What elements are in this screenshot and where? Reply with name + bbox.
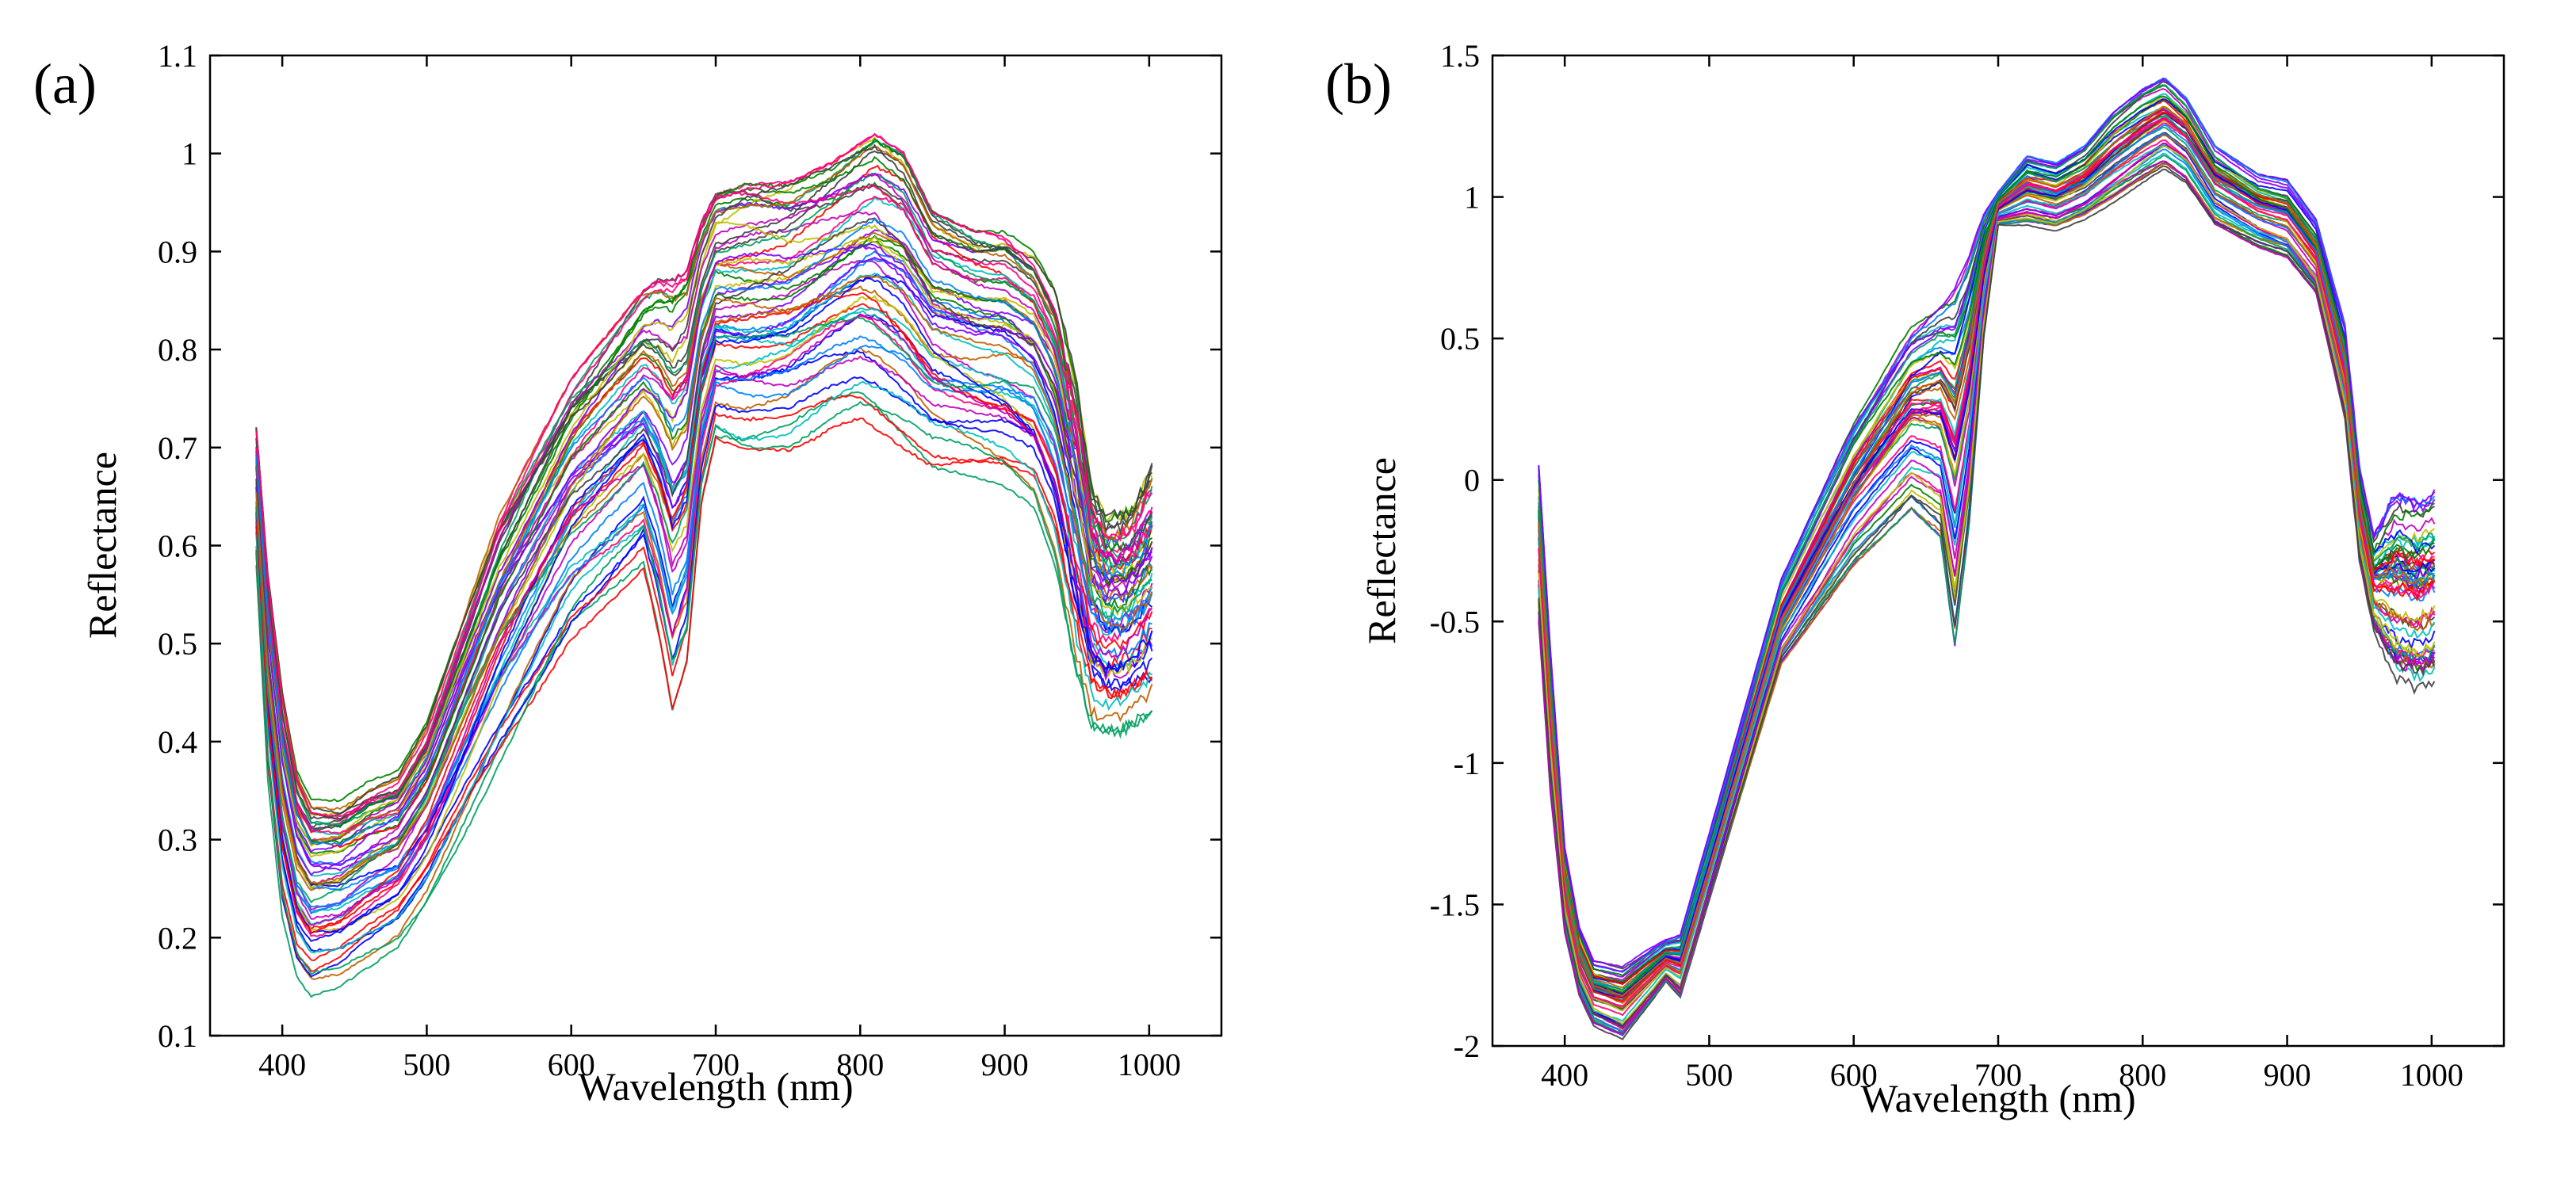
spectrum-line bbox=[255, 172, 1153, 826]
panel-b-x-axis-label: Wavelength (nm) bbox=[1860, 1076, 2135, 1120]
y-tick-label: 1 bbox=[1464, 180, 1480, 216]
panel-label-b: (b) bbox=[1325, 52, 1392, 116]
x-tick-label: 900 bbox=[2264, 1057, 2311, 1093]
y-tick-label: 0.8 bbox=[158, 332, 197, 368]
spectrum-line bbox=[1538, 112, 2436, 995]
spectrum-line bbox=[255, 257, 1153, 867]
y-tick-label: 0.5 bbox=[1440, 321, 1480, 357]
spectrum-line bbox=[255, 229, 1153, 872]
spectrum-line bbox=[255, 221, 1153, 847]
spectrum-line bbox=[1538, 78, 2436, 973]
spectrum-line bbox=[1538, 144, 2436, 1022]
y-tick-label: 0.4 bbox=[158, 724, 197, 760]
spectrum-line bbox=[255, 143, 1153, 820]
x-tick-label: 400 bbox=[258, 1047, 306, 1082]
y-tick-label: 1 bbox=[182, 136, 197, 172]
spectrum-line bbox=[1538, 84, 2436, 990]
y-tick-label: 0.2 bbox=[158, 920, 197, 956]
y-tick-label: 0.6 bbox=[158, 529, 197, 564]
spectrum-line bbox=[255, 376, 1153, 942]
spectrum-line bbox=[255, 217, 1153, 846]
spectrum-line bbox=[255, 295, 1153, 932]
spectrum-line bbox=[255, 315, 1152, 937]
x-tick-label: 700 bbox=[692, 1047, 740, 1082]
y-tick-label: -1.5 bbox=[1430, 887, 1480, 922]
spectrum-line bbox=[1538, 160, 2436, 1036]
spectrum-line bbox=[255, 139, 1152, 820]
spectrum-line bbox=[255, 395, 1152, 972]
spectrum-line bbox=[255, 391, 1153, 998]
spectrum-line bbox=[255, 313, 1153, 952]
spectrum-line bbox=[255, 136, 1153, 816]
spectrum-line bbox=[255, 292, 1153, 934]
x-tick-label: 400 bbox=[1541, 1057, 1588, 1093]
y-tick-label: 0.3 bbox=[158, 823, 197, 858]
spectrum-line bbox=[255, 235, 1153, 845]
panel-b-y-ticks: -2 -1.5 -1 -0.5 0 0.5 1 1.5 bbox=[1430, 38, 2504, 1064]
panel-a: (a) 400 500 600 700 800 900 1000 0.10.20.30.40… bbox=[33, 38, 1223, 1109]
y-tick-label: 1.1 bbox=[158, 38, 197, 74]
spectrum-line bbox=[255, 239, 1152, 858]
panel-b-series-lines bbox=[1538, 77, 2436, 1040]
spectrum-line bbox=[255, 400, 1153, 975]
spectrum-line bbox=[255, 313, 1153, 920]
y-tick-label: 0 bbox=[1464, 463, 1480, 498]
x-tick-label: 800 bbox=[836, 1047, 884, 1082]
y-tick-label: -1 bbox=[1454, 746, 1480, 781]
spectrum-line bbox=[255, 146, 1153, 811]
x-tick-label: 900 bbox=[981, 1047, 1029, 1082]
spectrum-line bbox=[1538, 106, 2436, 997]
spectrum-line bbox=[255, 244, 1153, 876]
x-tick-label: 1000 bbox=[1118, 1047, 1181, 1082]
x-tick-label: 600 bbox=[548, 1047, 595, 1082]
y-tick-label: -2 bbox=[1454, 1029, 1480, 1064]
panel-b: (b) 400 500 600 700 800 900 1000 -2 -1.5 -1 -0.5 0… bbox=[1325, 38, 2505, 1120]
spectrum-line bbox=[255, 133, 1153, 818]
panel-a-y-ticks: 0.1 0.2 0.3 0.4 0.5 0.6 0.7 0.8 0.9 1 1.1 bbox=[158, 38, 1221, 1054]
spectrum-line bbox=[1538, 168, 2436, 1028]
y-tick-label: -0.5 bbox=[1430, 604, 1480, 639]
x-tick-label: 800 bbox=[2119, 1057, 2166, 1093]
spectrum-line bbox=[255, 335, 1153, 915]
panel-a-y-axis-label: Reflectance bbox=[80, 452, 124, 639]
spectrum-line bbox=[255, 139, 1153, 827]
y-tick-label: 0.5 bbox=[158, 626, 197, 662]
panel-a-series-lines bbox=[255, 132, 1153, 998]
spectrum-line bbox=[255, 346, 1153, 981]
x-tick-label: 600 bbox=[1830, 1057, 1878, 1093]
x-tick-label: 700 bbox=[1974, 1057, 2022, 1093]
x-tick-label: 1000 bbox=[2400, 1057, 2463, 1093]
spectrum-line bbox=[255, 316, 1152, 904]
spectrum-line bbox=[1538, 108, 2436, 995]
x-tick-label: 500 bbox=[1685, 1057, 1733, 1093]
spectrum-line bbox=[255, 274, 1153, 884]
y-tick-label: 0.1 bbox=[158, 1018, 197, 1054]
panel-a-x-ticks: 400 500 600 700 800 900 1000 bbox=[258, 55, 1181, 1082]
x-tick-label: 500 bbox=[403, 1047, 450, 1082]
spectrum-line bbox=[255, 172, 1152, 830]
panel-label-a: (a) bbox=[33, 52, 97, 116]
spectrum-line bbox=[255, 138, 1153, 803]
panel-a-x-axis-label: Wavelength (nm) bbox=[578, 1064, 853, 1109]
y-tick-label: 1.5 bbox=[1440, 38, 1480, 74]
spectrum-line bbox=[255, 217, 1153, 886]
y-tick-label: 0.9 bbox=[158, 234, 197, 269]
y-tick-label: 0.7 bbox=[158, 430, 197, 466]
panel-b-y-axis-label: Reflectance bbox=[1359, 457, 1404, 644]
panel-b-x-ticks: 400 500 600 700 800 900 1000 bbox=[1541, 55, 2463, 1093]
